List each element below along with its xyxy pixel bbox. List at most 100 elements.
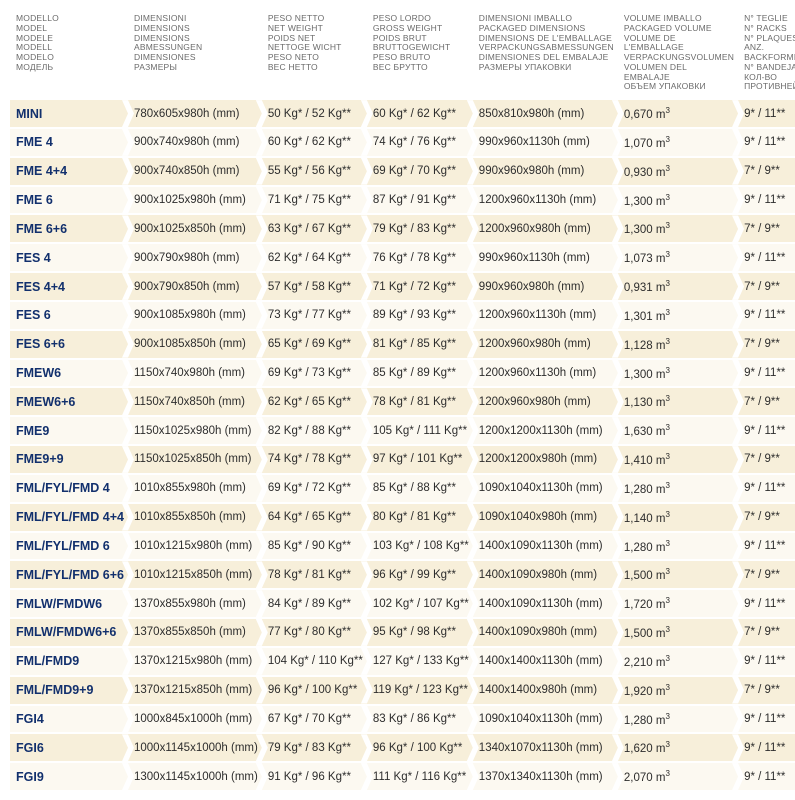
header-net-weight: PESO NETTONET WEIGHTPOIDS NETNETTOGE WIC… [262, 10, 367, 98]
cell-model: FMEW6+6 [10, 386, 128, 415]
cell-racks: 9* / 11** [738, 704, 795, 733]
table-row: FGI91300x1145x1000h (mm)91 Kg* / 96 Kg**… [10, 761, 795, 790]
cell-dimensions: 900x1085x850h (mm) [128, 329, 262, 358]
cell-packaged_dims: 1200x1200x980h (mm) [473, 444, 618, 473]
cell-net_weight: 50 Kg* / 52 Kg** [262, 98, 367, 127]
cell-packaged_dims: 1400x1090x1130h (mm) [473, 588, 618, 617]
cell-net_weight: 104 Kg* / 110 Kg** [262, 646, 367, 675]
cell-racks: 9* / 11** [738, 473, 795, 502]
cell-packaged_dims: 1200x960x1130h (mm) [473, 300, 618, 329]
table-row: FML/FMD9+91370x1215x850h (mm)96 Kg* / 10… [10, 675, 795, 704]
cell-racks: 7* / 9** [738, 444, 795, 473]
cell-packaged_vol: 1,300 m3 [618, 185, 738, 214]
cell-dimensions: 900x740x980h (mm) [128, 127, 262, 156]
cell-racks: 9* / 11** [738, 732, 795, 761]
cell-dimensions: 1150x740x850h (mm) [128, 386, 262, 415]
table-row: FMLW/FMDW61370x855x980h (mm)84 Kg* / 89 … [10, 588, 795, 617]
header-dimensions: DIMENSIONIDIMENSIONSDIMENSIONSABMESSUNGE… [128, 10, 262, 98]
cell-dimensions: 1150x1025x980h (mm) [128, 415, 262, 444]
cell-model: FMEW6 [10, 358, 128, 387]
cell-packaged_vol: 0,931 m3 [618, 271, 738, 300]
cell-net_weight: 65 Kg* / 69 Kg** [262, 329, 367, 358]
cell-racks: 7* / 9** [738, 329, 795, 358]
cell-gross_weight: 96 Kg* / 99 Kg** [367, 559, 473, 588]
cell-gross_weight: 127 Kg* / 133 Kg** [367, 646, 473, 675]
cell-net_weight: 78 Kg* / 81 Kg** [262, 559, 367, 588]
cell-net_weight: 60 Kg* / 62 Kg** [262, 127, 367, 156]
cell-dimensions: 780x605x980h (mm) [128, 98, 262, 127]
cell-dimensions: 1010x1215x980h (mm) [128, 531, 262, 560]
cell-dimensions: 1010x855x850h (mm) [128, 502, 262, 531]
cell-net_weight: 91 Kg* / 96 Kg** [262, 761, 367, 790]
cell-gross_weight: 79 Kg* / 83 Kg** [367, 213, 473, 242]
cell-net_weight: 73 Kg* / 77 Kg** [262, 300, 367, 329]
cell-model: MINI [10, 98, 128, 127]
cell-dimensions: 1370x855x850h (mm) [128, 617, 262, 646]
table-row: FME9+91150x1025x850h (mm)74 Kg* / 78 Kg*… [10, 444, 795, 473]
table-row: FGI41000x845x1000h (mm)67 Kg* / 70 Kg**8… [10, 704, 795, 733]
cell-model: FME 4+4 [10, 156, 128, 185]
cell-dimensions: 900x740x850h (mm) [128, 156, 262, 185]
cell-net_weight: 74 Kg* / 78 Kg** [262, 444, 367, 473]
cell-gross_weight: 87 Kg* / 91 Kg** [367, 185, 473, 214]
cell-dimensions: 1000x1145x1000h (mm) [128, 732, 262, 761]
cell-gross_weight: 96 Kg* / 100 Kg** [367, 732, 473, 761]
cell-net_weight: 63 Kg* / 67 Kg** [262, 213, 367, 242]
cell-racks: 9* / 11** [738, 646, 795, 675]
cell-packaged_dims: 1400x1090x980h (mm) [473, 559, 618, 588]
cell-racks: 9* / 11** [738, 127, 795, 156]
cell-model: FML/FMD9 [10, 646, 128, 675]
header-packaged-vol: VOLUME IMBALLOPACKAGED VOLUMEVOLUME DE L… [618, 10, 738, 98]
cell-packaged_vol: 1,300 m3 [618, 213, 738, 242]
header-gross-weight: PESO LORDOGROSS WEIGHTPOIDS BRUTBRUTTOGE… [367, 10, 473, 98]
cell-model: FES 6 [10, 300, 128, 329]
cell-packaged_dims: 1200x960x1130h (mm) [473, 358, 618, 387]
cell-packaged_vol: 1,500 m3 [618, 559, 738, 588]
cell-gross_weight: 81 Kg* / 85 Kg** [367, 329, 473, 358]
cell-dimensions: 1370x1215x850h (mm) [128, 675, 262, 704]
cell-packaged_vol: 1,301 m3 [618, 300, 738, 329]
cell-packaged_dims: 1400x1400x1130h (mm) [473, 646, 618, 675]
cell-gross_weight: 85 Kg* / 88 Kg** [367, 473, 473, 502]
table-row: FML/FYL/FMD 4+41010x855x850h (mm)64 Kg* … [10, 502, 795, 531]
cell-racks: 7* / 9** [738, 156, 795, 185]
cell-packaged_vol: 1,720 m3 [618, 588, 738, 617]
cell-gross_weight: 78 Kg* / 81 Kg** [367, 386, 473, 415]
cell-net_weight: 96 Kg* / 100 Kg** [262, 675, 367, 704]
cell-racks: 9* / 11** [738, 300, 795, 329]
cell-packaged_dims: 990x960x1130h (mm) [473, 242, 618, 271]
cell-packaged_vol: 1,630 m3 [618, 415, 738, 444]
cell-packaged_dims: 1200x960x1130h (mm) [473, 185, 618, 214]
table-row: FES 4900x790x980h (mm)62 Kg* / 64 Kg**76… [10, 242, 795, 271]
header-packaged-dims: DIMENSIONI IMBALLOPACKAGED DIMENSIONSDIM… [473, 10, 618, 98]
cell-packaged_dims: 1090x1040x980h (mm) [473, 502, 618, 531]
cell-model: FML/FYL/FMD 4 [10, 473, 128, 502]
cell-packaged_vol: 1,280 m3 [618, 704, 738, 733]
cell-net_weight: 64 Kg* / 65 Kg** [262, 502, 367, 531]
cell-net_weight: 55 Kg* / 56 Kg** [262, 156, 367, 185]
cell-packaged_dims: 990x960x1130h (mm) [473, 127, 618, 156]
cell-dimensions: 900x790x850h (mm) [128, 271, 262, 300]
cell-packaged_dims: 1400x1400x980h (mm) [473, 675, 618, 704]
cell-gross_weight: 69 Kg* / 70 Kg** [367, 156, 473, 185]
cell-packaged_dims: 1090x1040x1130h (mm) [473, 473, 618, 502]
cell-gross_weight: 80 Kg* / 81 Kg** [367, 502, 473, 531]
cell-gross_weight: 97 Kg* / 101 Kg** [367, 444, 473, 473]
cell-model: FML/FYL/FMD 6 [10, 531, 128, 560]
cell-packaged_vol: 1,280 m3 [618, 531, 738, 560]
table-row: FML/FYL/FMD 6+61010x1215x850h (mm)78 Kg*… [10, 559, 795, 588]
table-row: FME91150x1025x980h (mm)82 Kg* / 88 Kg**1… [10, 415, 795, 444]
cell-racks: 7* / 9** [738, 386, 795, 415]
cell-model: FML/FYL/FMD 6+6 [10, 559, 128, 588]
cell-model: FGI6 [10, 732, 128, 761]
cell-packaged_dims: 1200x960x980h (mm) [473, 386, 618, 415]
cell-packaged_vol: 1,410 m3 [618, 444, 738, 473]
cell-gross_weight: 71 Kg* / 72 Kg** [367, 271, 473, 300]
cell-model: FML/FMD9+9 [10, 675, 128, 704]
cell-net_weight: 82 Kg* / 88 Kg** [262, 415, 367, 444]
cell-dimensions: 1150x1025x850h (mm) [128, 444, 262, 473]
header-row: MODELLOMODELMODELEMODELLMODELOМОДЕЛЬ DIM… [10, 10, 795, 98]
header-model: MODELLOMODELMODELEMODELLMODELOМОДЕЛЬ [10, 10, 128, 98]
cell-gross_weight: 89 Kg* / 93 Kg** [367, 300, 473, 329]
table-row: FME 4+4900x740x850h (mm)55 Kg* / 56 Kg**… [10, 156, 795, 185]
